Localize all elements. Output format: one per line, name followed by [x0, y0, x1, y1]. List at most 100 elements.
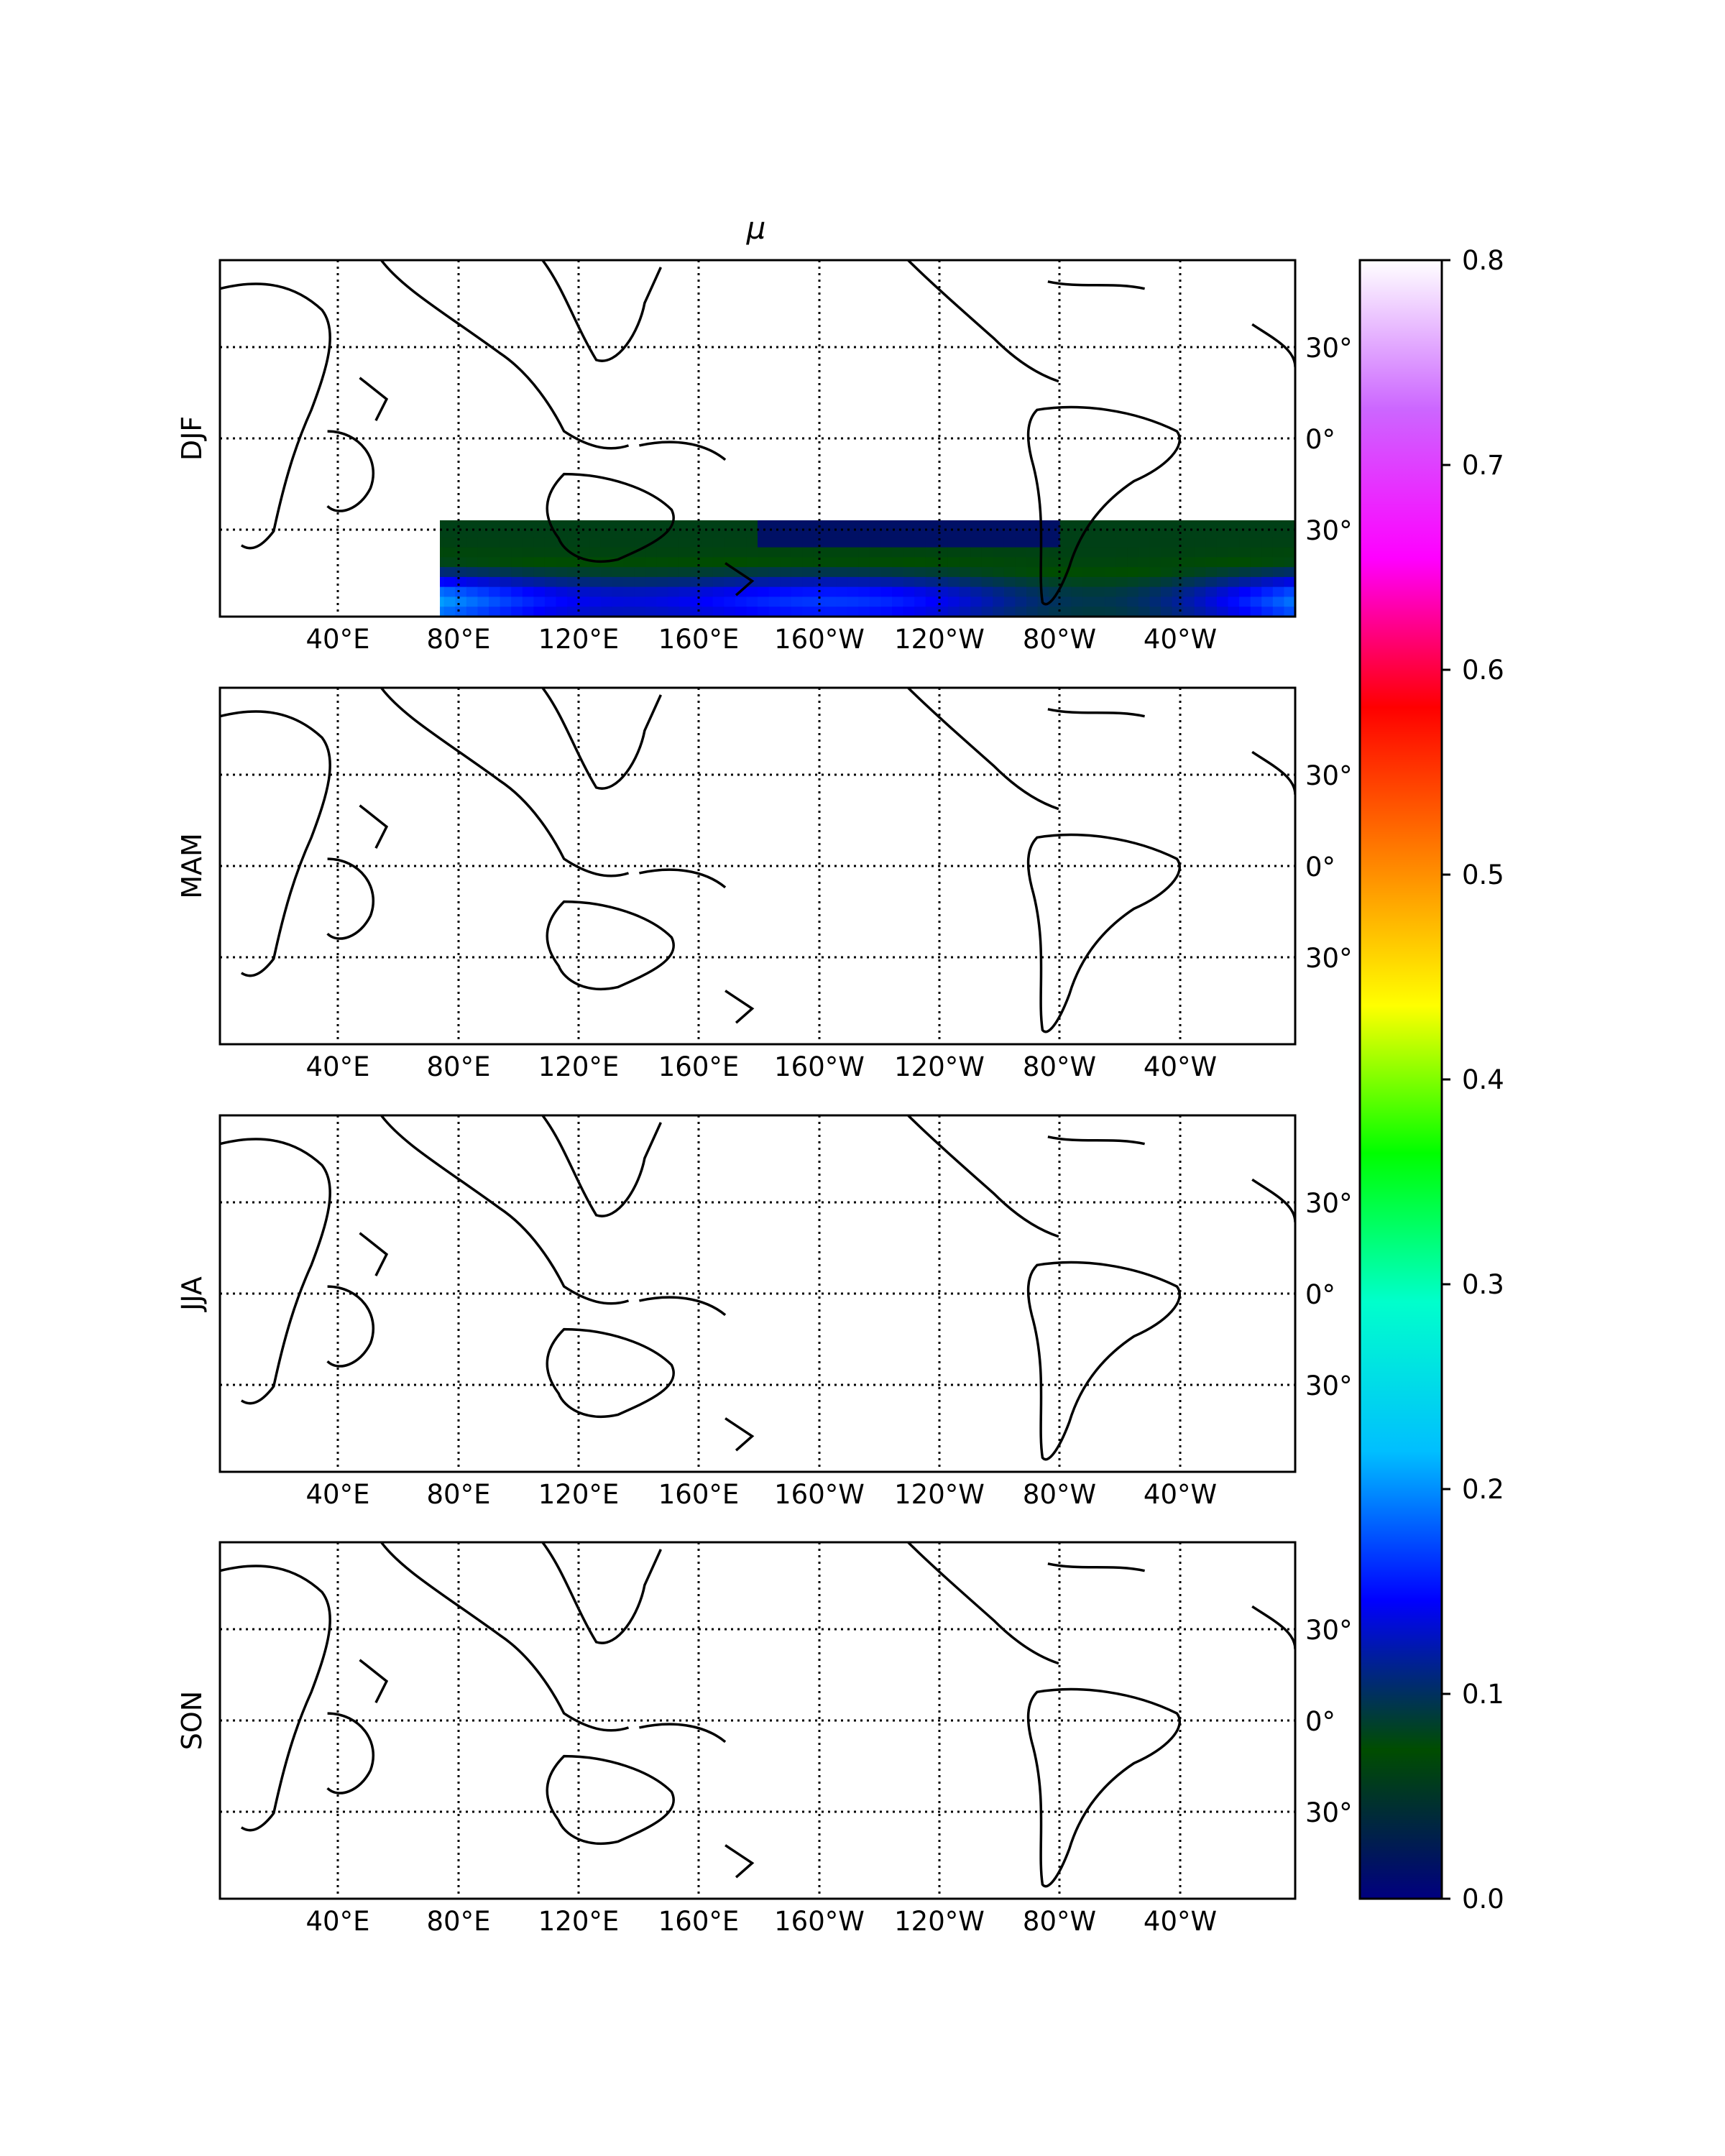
y-tick-label: 0°: [1305, 852, 1335, 883]
x-tick-label: 80°E: [427, 1906, 491, 1937]
x-tick-label: 80°W: [1023, 1051, 1096, 1082]
colorbar: 0.0 0.1 0.2 0.3 0.4 0.5 0.6 0.7 0.8: [1360, 245, 1504, 1915]
map-panels: DJF 40°E 80°E 120°E 160°E 160°W 120°W 80°W 40°W 3…: [176, 260, 1353, 1937]
coastline: [1252, 324, 1295, 367]
x-tick-label: 80°E: [427, 1051, 491, 1082]
y-tick-label: 30°: [1305, 1370, 1353, 1401]
coastline: [908, 688, 1059, 809]
x-tick-label: 80°E: [427, 624, 491, 655]
coastline: [543, 688, 661, 788]
coastline: [381, 260, 628, 448]
colorbar-tick-label: 0.6: [1462, 655, 1504, 686]
y-tick-label: 30°: [1305, 1188, 1353, 1219]
colorbar-tick-label: 0.7: [1462, 450, 1504, 481]
x-tick-label: 120°W: [894, 1906, 985, 1937]
coastline: [725, 1846, 752, 1878]
coastline: [543, 1115, 661, 1216]
x-tick-label: 120°E: [538, 1051, 620, 1082]
x-tick-label: 40°W: [1144, 624, 1217, 655]
coastline: [328, 1713, 374, 1793]
coastline: [639, 442, 725, 460]
coastline: [328, 1286, 374, 1366]
coastline: [220, 711, 330, 976]
x-tick-label: 120°W: [894, 624, 985, 655]
x-tick-label: 160°W: [774, 1906, 865, 1937]
coastlines: [220, 1115, 1295, 1460]
coastline: [328, 859, 374, 939]
coastline: [1029, 1690, 1180, 1886]
map-panel-mam: MAM 40°E 80°E 120°E 160°E 160°W 120°W 80°W 40°W 3…: [176, 688, 1353, 1082]
coastline: [725, 991, 752, 1023]
coastline: [725, 1419, 752, 1451]
coastline: [381, 688, 628, 876]
x-tick-label: 80°W: [1023, 1479, 1096, 1510]
x-tick-label: 120°E: [538, 1906, 620, 1937]
x-tick-label: 40°E: [306, 624, 370, 655]
map-panel-djf: DJF 40°E 80°E 120°E 160°E 160°W 120°W 80°W 40°W 3…: [176, 260, 1353, 655]
x-tick-label: 160°E: [658, 1906, 740, 1937]
x-tick-label: 160°E: [658, 624, 740, 655]
coastline: [547, 1330, 673, 1417]
x-tick-label: 40°E: [306, 1479, 370, 1510]
coastline: [1252, 1606, 1295, 1649]
colorbar-tick-label: 0.5: [1462, 860, 1504, 890]
coastline: [908, 260, 1059, 382]
y-tick-label: 30°: [1305, 1797, 1353, 1828]
coastline: [908, 1542, 1059, 1664]
x-tick-label: 80°W: [1023, 624, 1096, 655]
coastline: [639, 1297, 725, 1315]
x-tick-label: 120°W: [894, 1051, 985, 1082]
coastline: [639, 1724, 725, 1742]
y-tick-label: 0°: [1305, 1706, 1335, 1737]
map-panel-jja: JJA 40°E 80°E 120°E 160°E 160°W 120°W 80°W 40°W 3…: [176, 1115, 1353, 1510]
y-tick-label: 30°: [1305, 1615, 1353, 1646]
x-tick-label: 40°W: [1144, 1051, 1217, 1082]
coastline: [1029, 1263, 1180, 1460]
coastline: [1048, 709, 1145, 717]
coastline: [360, 1233, 387, 1276]
coastlines: [220, 1542, 1295, 1886]
graticule: [220, 688, 1295, 1044]
colorbar-tick-label: 0.1: [1462, 1679, 1504, 1710]
season-label: DJF: [176, 416, 208, 461]
coastline: [1252, 1179, 1295, 1222]
x-tick-label: 40°E: [306, 1051, 370, 1082]
coastline: [220, 1566, 330, 1830]
colorbar-tick-label: 0.4: [1462, 1064, 1504, 1095]
coastline: [639, 870, 725, 888]
x-tick-label: 80°E: [427, 1479, 491, 1510]
x-tick-label: 160°E: [658, 1051, 740, 1082]
y-tick-label: 0°: [1305, 1279, 1335, 1310]
colorbar-tick-label: 0.0: [1462, 1884, 1504, 1915]
coastline: [328, 431, 374, 511]
season-label: JJA: [176, 1276, 208, 1312]
x-tick-label: 80°W: [1023, 1906, 1096, 1937]
coastline: [543, 1542, 661, 1643]
season-label: MAM: [176, 833, 208, 899]
coastline: [908, 1115, 1059, 1237]
x-tick-label: 40°W: [1144, 1906, 1217, 1937]
x-tick-label: 120°E: [538, 1479, 620, 1510]
coastline: [1048, 282, 1145, 289]
x-tick-label: 40°W: [1144, 1479, 1217, 1510]
x-tick-label: 160°W: [774, 624, 865, 655]
y-tick-label: 30°: [1305, 943, 1353, 974]
colorbar-tick-label: 0.8: [1462, 245, 1504, 276]
x-tick-label: 40°E: [306, 1906, 370, 1937]
season-label: SON: [176, 1691, 208, 1750]
coastlines: [220, 688, 1295, 1032]
coastline: [547, 1756, 673, 1844]
graticule: [220, 1115, 1295, 1472]
y-tick-label: 30°: [1305, 515, 1353, 546]
coastline: [543, 260, 661, 361]
x-tick-label: 160°W: [774, 1051, 865, 1082]
coastline: [360, 378, 387, 421]
colorbar-tick-label: 0.2: [1462, 1474, 1504, 1505]
x-tick-label: 160°E: [658, 1479, 740, 1510]
coastline: [381, 1115, 628, 1304]
coastline: [1252, 752, 1295, 795]
figure-title: μ: [746, 211, 766, 246]
y-tick-label: 30°: [1305, 760, 1353, 791]
colorbar-tick-label: 0.3: [1462, 1269, 1504, 1300]
